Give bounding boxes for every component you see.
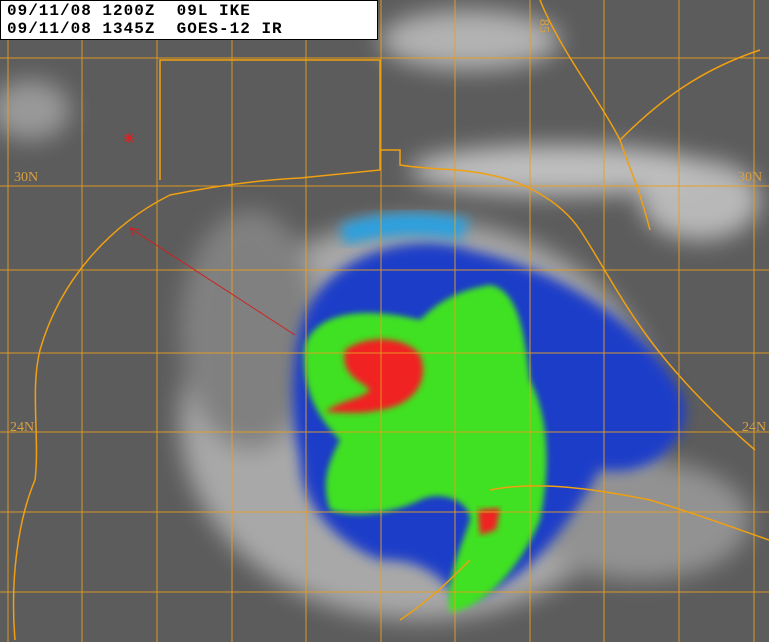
image-caption-box: 09/11/08 1200Z 09L IKE 09/11/08 1345Z GO… — [0, 0, 378, 40]
lat-label-24n-left: 24N — [10, 420, 35, 435]
station-star — [124, 133, 134, 143]
caption-line-1: 09/11/08 1200Z 09L IKE — [7, 2, 251, 20]
lat-label-30n-right: 30N — [738, 170, 763, 185]
lon-label-85: 85 — [536, 19, 551, 33]
lat-label-30n-left: 30N — [14, 170, 39, 185]
storm-cold-tops — [292, 213, 686, 612]
caption-line-2: 09/11/08 1345Z GOES-12 IR — [7, 20, 283, 38]
coastlines — [12, 0, 769, 641]
lat-label-24n-right: 24N — [742, 420, 767, 435]
track-arrow — [129, 227, 296, 336]
